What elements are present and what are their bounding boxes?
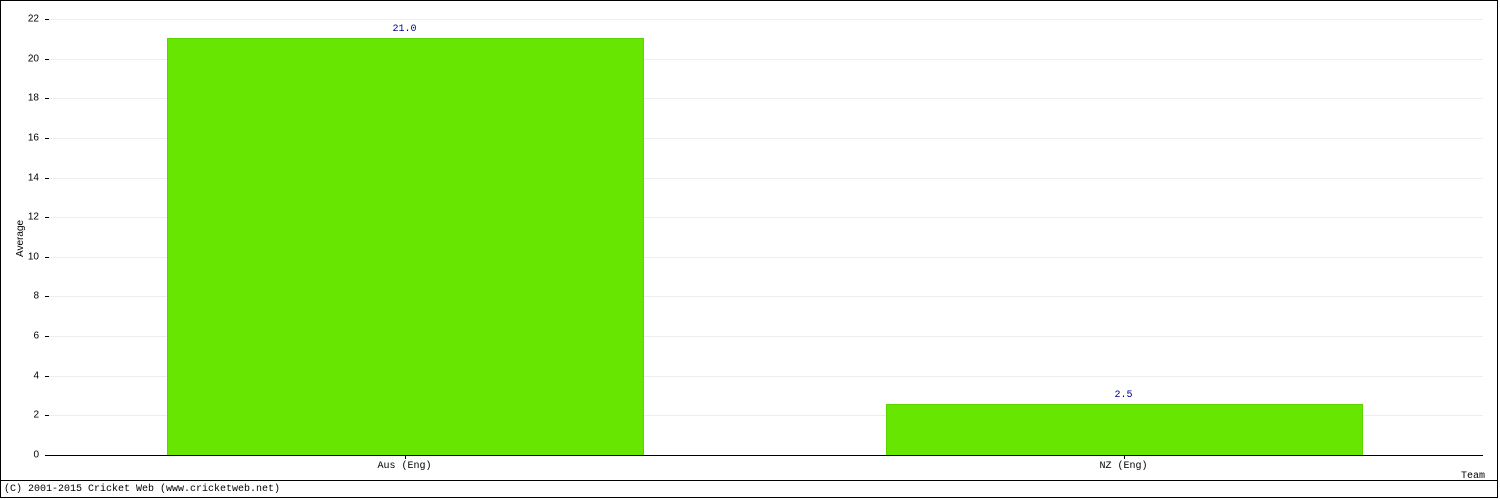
- y-axis-title: Average: [15, 220, 26, 257]
- plot-area: 21.0 2.5: [45, 19, 1483, 455]
- y-tick: [45, 59, 49, 60]
- y-tick: [45, 138, 49, 139]
- y-tick: [45, 217, 49, 218]
- y-tick: [45, 376, 49, 377]
- bar-value-label: 2.5: [1114, 390, 1132, 401]
- gridline: [45, 19, 1483, 20]
- y-tick-label: 4: [33, 370, 39, 381]
- y-tick: [45, 257, 49, 258]
- y-tick-label: 16: [28, 132, 39, 143]
- y-tick: [45, 415, 49, 416]
- copyright-text: (C) 2001-2015 Cricket Web (www.cricketwe…: [4, 484, 280, 495]
- x-tick-label: Aus (Eng): [377, 461, 431, 472]
- bar: [886, 404, 1363, 455]
- x-axis-baseline: [45, 455, 1483, 456]
- y-tick-label: 20: [28, 53, 39, 64]
- y-tick-label: 2: [33, 410, 39, 421]
- footer-separator: [1, 480, 1497, 481]
- y-tick-label: 6: [33, 331, 39, 342]
- y-tick: [45, 296, 49, 297]
- y-tick-label: 8: [33, 291, 39, 302]
- bar: [167, 38, 644, 455]
- bar-value-label: 21.0: [392, 24, 416, 35]
- y-tick: [45, 19, 49, 20]
- y-tick-label: 10: [28, 251, 39, 262]
- y-tick-label: 0: [33, 450, 39, 461]
- x-tick: [1124, 455, 1125, 459]
- y-tick: [45, 98, 49, 99]
- x-tick: [405, 455, 406, 459]
- y-tick-label: 18: [28, 93, 39, 104]
- y-tick: [45, 336, 49, 337]
- y-tick-label: 22: [28, 14, 39, 25]
- y-tick-label: 12: [28, 212, 39, 223]
- x-tick-label: NZ (Eng): [1099, 461, 1147, 472]
- y-tick-label: 14: [28, 172, 39, 183]
- y-tick: [45, 178, 49, 179]
- chart-frame: 21.02.5 0246810121416182022 Average Team…: [0, 0, 1498, 498]
